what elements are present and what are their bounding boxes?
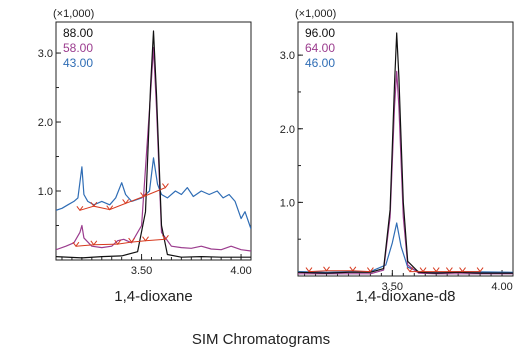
- peak-marker: [128, 237, 136, 243]
- legend-entry: 43.00: [63, 56, 93, 70]
- peak-marker: [162, 183, 169, 189]
- peak-marker: [366, 267, 374, 273]
- legend-entry: 88.00: [63, 26, 93, 40]
- integration-baseline: [308, 270, 371, 273]
- peak-marker: [305, 267, 313, 273]
- peak-marker: [419, 267, 427, 273]
- plot-frame: [297, 21, 514, 277]
- series-line-88-00: [56, 30, 251, 259]
- series-line-64-00: [298, 70, 513, 275]
- peak-marker: [114, 239, 122, 245]
- legend-entry: 58.00: [63, 41, 93, 55]
- peak-marker: [432, 267, 440, 273]
- legend-entry: 64.00: [305, 41, 335, 55]
- y-multiplier-label: (×1,000): [53, 8, 94, 20]
- peak-marker: [106, 205, 114, 211]
- y-multiplier-label: (×1,000): [295, 8, 336, 20]
- series-line-58-00: [56, 46, 251, 252]
- x-tick-label: 4.00: [230, 265, 251, 277]
- y-tick-label: 1.0: [38, 186, 53, 198]
- peak-marker: [476, 267, 484, 273]
- peak-marker: [140, 192, 147, 198]
- legend-entry: 96.00: [305, 26, 335, 40]
- peak-marker: [459, 267, 466, 273]
- y-tick-label: 1.0: [280, 197, 295, 209]
- peak-marker: [349, 266, 357, 272]
- x-tick-label: 4.00: [491, 281, 512, 293]
- panel-subtitle: 1,4-dioxane: [114, 288, 192, 305]
- peak-marker: [90, 240, 98, 246]
- y-tick-label: 2.0: [280, 124, 295, 136]
- peak-marker: [122, 199, 130, 205]
- y-tick-label: 3.0: [38, 48, 53, 60]
- peak-marker: [90, 201, 98, 208]
- series-line-43-00: [56, 157, 251, 230]
- peak-marker: [406, 267, 414, 273]
- legend-entry: 46.00: [305, 56, 335, 70]
- peak-marker: [445, 267, 453, 273]
- panel-1-4-dioxane: (×1,000) 1.0 2.0 3.0 3.50 4.00 88.0058.0043.00…: [38, 8, 252, 305]
- peak-marker: [76, 206, 84, 212]
- panel-subtitle: 1,4-dioxane-d8: [355, 288, 455, 305]
- integration-baseline: [75, 238, 166, 247]
- y-tick-label: 3.0: [280, 50, 295, 62]
- peak-marker: [142, 236, 149, 242]
- integration-baseline: [79, 187, 166, 211]
- peak-marker: [72, 241, 80, 248]
- plot-frame: [55, 21, 252, 261]
- series-line-96-00: [298, 32, 513, 274]
- peak-marker: [323, 266, 330, 272]
- panel-1-4-dioxane-d8: (×1,000) 1.0 2.0 3.0 3.50 4.00 96.0064.0046.00…: [280, 8, 514, 305]
- figure-caption: SIM Chromatograms: [192, 331, 330, 348]
- y-tick-label: 2.0: [38, 117, 53, 129]
- x-tick-label: 3.50: [131, 265, 152, 277]
- x-tick-label: 3.50: [382, 281, 403, 293]
- peak-marker: [162, 235, 169, 241]
